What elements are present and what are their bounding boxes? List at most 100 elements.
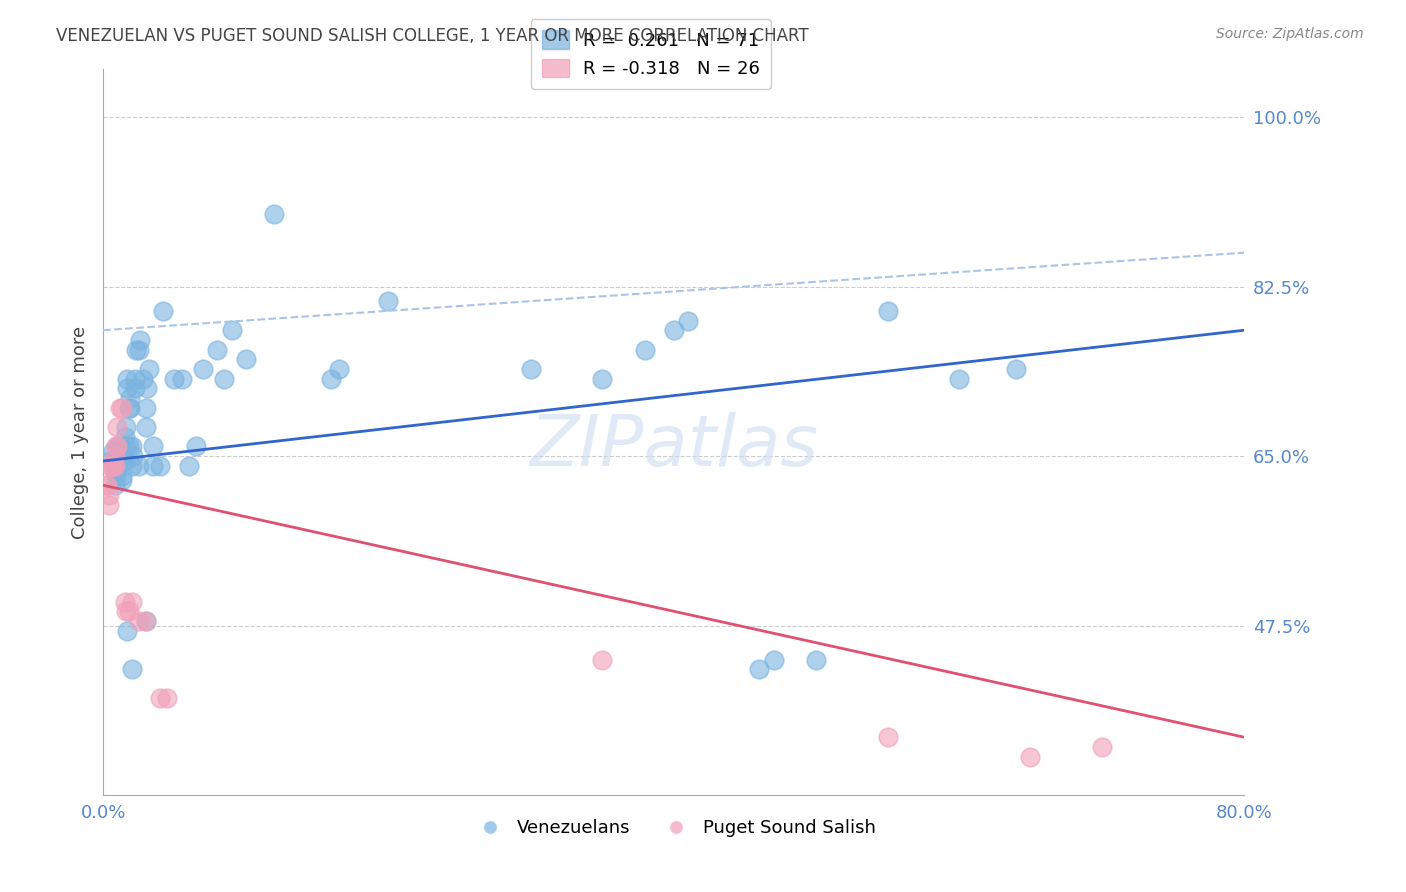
Point <box>105 449 128 463</box>
Point <box>152 303 174 318</box>
Point <box>128 458 150 473</box>
Point <box>103 464 125 478</box>
Point <box>98 454 121 468</box>
Point <box>96 478 118 492</box>
Point <box>121 662 143 676</box>
Point <box>111 474 134 488</box>
Point <box>214 372 236 386</box>
Point <box>149 691 172 706</box>
Point <box>120 401 142 415</box>
Point <box>105 440 128 454</box>
Point <box>1019 749 1042 764</box>
Point <box>115 440 138 454</box>
Point <box>142 440 165 454</box>
Point <box>591 372 613 386</box>
Point <box>135 614 157 628</box>
Point <box>110 457 132 471</box>
Point <box>121 440 143 454</box>
Point <box>111 454 134 468</box>
Point <box>117 372 139 386</box>
Point <box>138 362 160 376</box>
Point <box>121 458 143 473</box>
Point <box>110 440 132 454</box>
Point <box>117 624 139 638</box>
Point <box>191 362 214 376</box>
Point <box>118 401 141 415</box>
Point <box>748 662 770 676</box>
Point <box>120 391 142 405</box>
Point <box>98 458 121 473</box>
Text: Source: ZipAtlas.com: Source: ZipAtlas.com <box>1216 27 1364 41</box>
Text: ZIPatlas: ZIPatlas <box>529 412 818 481</box>
Point <box>876 731 898 745</box>
Point <box>520 362 543 376</box>
Point <box>135 614 157 628</box>
Point <box>591 653 613 667</box>
Point <box>135 401 157 415</box>
Point <box>156 691 179 706</box>
Point <box>142 458 165 473</box>
Point <box>948 372 970 386</box>
Legend: Venezuelans, Puget Sound Salish: Venezuelans, Puget Sound Salish <box>464 812 883 845</box>
Point <box>676 313 699 327</box>
Point <box>328 362 350 376</box>
Point <box>104 440 127 454</box>
Point <box>177 458 200 473</box>
Point <box>105 420 128 434</box>
Point <box>135 420 157 434</box>
Point <box>129 333 152 347</box>
Point <box>1005 362 1028 376</box>
Point <box>122 449 145 463</box>
Point <box>114 430 136 444</box>
Point <box>103 458 125 473</box>
Point <box>103 478 125 492</box>
Point <box>121 594 143 608</box>
Point <box>115 420 138 434</box>
Point <box>108 444 131 458</box>
Point <box>132 372 155 386</box>
Point <box>105 440 128 454</box>
Point <box>94 478 117 492</box>
Point <box>263 207 285 221</box>
Point <box>662 323 685 337</box>
Point <box>108 449 131 463</box>
Point <box>114 454 136 468</box>
Point <box>101 444 124 458</box>
Point <box>112 449 135 463</box>
Point <box>128 614 150 628</box>
Point <box>806 653 828 667</box>
Point <box>125 343 148 357</box>
Point <box>163 372 186 386</box>
Point <box>101 458 124 473</box>
Point <box>634 343 657 357</box>
Point <box>100 458 122 473</box>
Point <box>118 440 141 454</box>
Point <box>111 468 134 483</box>
Point <box>128 343 150 357</box>
Point <box>377 294 399 309</box>
Point <box>136 381 159 395</box>
Text: VENEZUELAN VS PUGET SOUND SALISH COLLEGE, 1 YEAR OR MORE CORRELATION CHART: VENEZUELAN VS PUGET SOUND SALISH COLLEGE… <box>56 27 808 45</box>
Point <box>235 352 257 367</box>
Point <box>115 604 138 618</box>
Point <box>118 604 141 618</box>
Point <box>105 458 128 473</box>
Point <box>97 498 120 512</box>
Point <box>762 653 785 667</box>
Point <box>124 372 146 386</box>
Point <box>124 381 146 395</box>
Point <box>103 449 125 463</box>
Point <box>1091 739 1114 754</box>
Point <box>221 323 243 337</box>
Point <box>149 458 172 473</box>
Point <box>114 594 136 608</box>
Point <box>184 440 207 454</box>
Point <box>111 401 134 415</box>
Point <box>110 401 132 415</box>
Point <box>207 343 229 357</box>
Point <box>97 488 120 502</box>
Point <box>104 468 127 483</box>
Point <box>117 381 139 395</box>
Y-axis label: College, 1 year or more: College, 1 year or more <box>72 326 89 539</box>
Point <box>321 372 343 386</box>
